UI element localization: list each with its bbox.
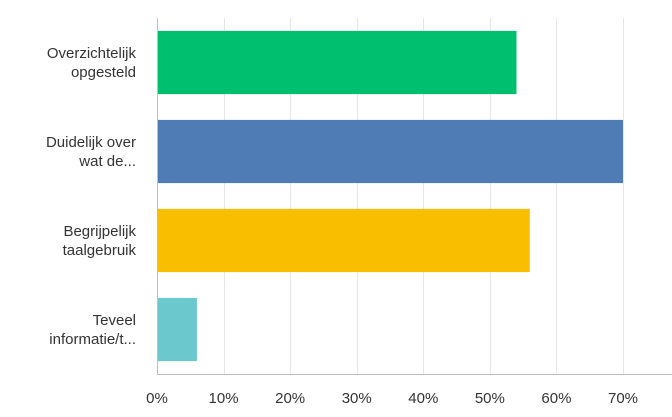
category-label: Overzichtelijk opgesteld [47,45,137,81]
axes [157,18,672,375]
x-tick-label: 50% [475,390,505,407]
x-tick-label: 60% [541,390,571,407]
bars [158,30,623,362]
bar [158,208,530,273]
bar [158,119,623,184]
category-label: Begrijpelijk taalgebruik [63,223,137,259]
x-tick-label: 70% [608,390,638,407]
category-label: Duidelijk over wat de... [46,134,136,170]
x-tick-labels: 0% 10% 20% 30% 40% 50% 60% 70% [146,390,638,407]
bar [158,30,517,95]
x-tick-label: 20% [275,390,305,407]
x-tick-label: 40% [408,390,438,407]
x-tick-label: 10% [209,390,239,407]
category-labels: Overzichtelijk opgesteld Duidelijk over wat… [46,45,137,348]
x-tick-label: 30% [342,390,372,407]
bar [158,297,197,362]
category-label: Teveel informatie/t... [49,312,136,348]
x-tick-label: 0% [146,390,168,407]
